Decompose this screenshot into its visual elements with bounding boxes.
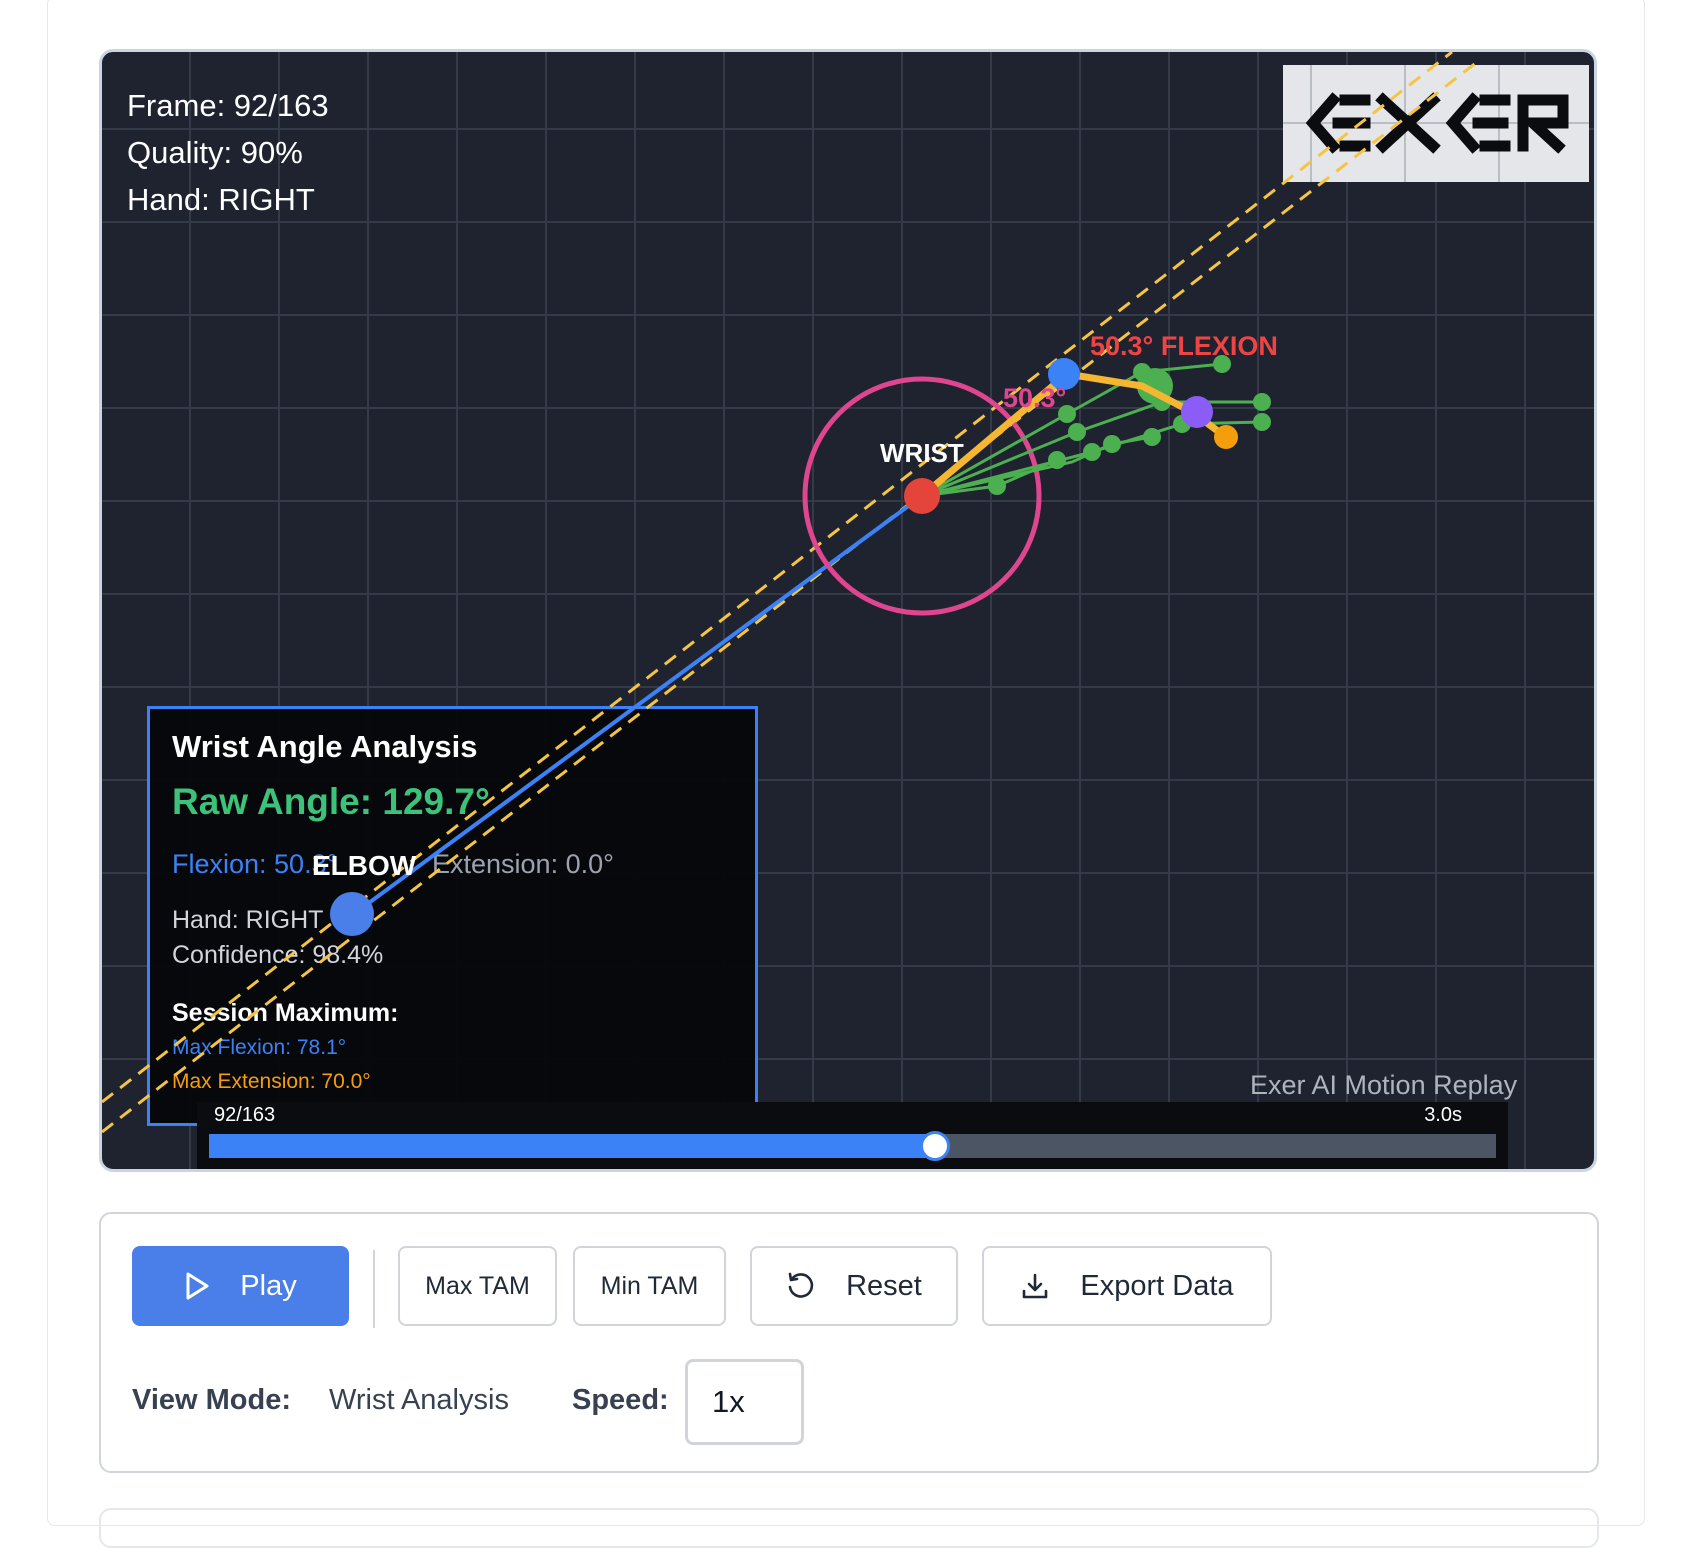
- play-button-label: Play: [240, 1269, 297, 1302]
- timeline-frame-label: 92/163: [214, 1104, 276, 1126]
- timeline-time-label: 3.0s: [1424, 1104, 1462, 1126]
- timeline-progress: [209, 1134, 936, 1158]
- view-mode-label: View Mode:: [132, 1384, 291, 1416]
- reset-button-label: Reset: [846, 1269, 922, 1302]
- flexion-value: Flexion: 50.3°: [172, 849, 338, 879]
- speed-select[interactable]: 1x: [685, 1359, 804, 1445]
- reset-icon: [786, 1271, 816, 1301]
- max-tam-label: Max TAM: [425, 1271, 530, 1300]
- hand-indicator: Hand: RIGHT: [127, 182, 315, 217]
- export-data-button[interactable]: Export Data: [982, 1246, 1272, 1326]
- exer-logo-mark: [1283, 65, 1589, 182]
- reset-button[interactable]: Reset: [750, 1246, 958, 1326]
- next-section-card: [99, 1508, 1599, 1548]
- max-flexion-value: Max Flexion: 78.1°: [172, 1036, 347, 1059]
- timeline-scrubber-handle[interactable]: [920, 1131, 951, 1161]
- confidence-value: Confidence: 98.4%: [172, 941, 384, 969]
- play-button[interactable]: Play: [132, 1246, 349, 1326]
- quality-indicator: Quality: 90%: [127, 135, 303, 170]
- timeline-track[interactable]: [209, 1131, 1496, 1161]
- export-data-label: Export Data: [1080, 1269, 1234, 1302]
- wrist-analysis-panel: Wrist Angle Analysis Raw Angle: 129.7° F…: [147, 706, 758, 1126]
- motion-replay-viewer: Frame: 92/163 Quality: 90% Hand: RIGHT W…: [99, 49, 1597, 1172]
- view-mode-value[interactable]: Wrist Analysis: [329, 1384, 509, 1416]
- exer-logo: [1283, 65, 1589, 182]
- playback-controls: Play Max TAM Min TAM Reset Export Data V…: [99, 1212, 1599, 1473]
- speed-label: Speed:: [572, 1384, 669, 1416]
- play-icon: [184, 1271, 210, 1301]
- hand-value: Hand: RIGHT: [172, 906, 324, 934]
- session-maximum-title: Session Maximum:: [172, 999, 399, 1027]
- raw-angle: Raw Angle: 129.7°: [172, 781, 490, 822]
- frame-counter: Frame: 92/163: [127, 88, 329, 123]
- timeline[interactable]: 92/163 3.0s: [197, 1102, 1508, 1169]
- analysis-title: Wrist Angle Analysis: [172, 729, 478, 764]
- extension-value: Extension: 0.0°: [432, 849, 614, 879]
- download-icon: [1020, 1271, 1050, 1301]
- min-tam-button[interactable]: Min TAM: [573, 1246, 726, 1326]
- min-tam-label: Min TAM: [600, 1271, 699, 1300]
- max-extension-value: Max Extension: 70.0°: [172, 1070, 371, 1093]
- frame-info: Frame: 92/163 Quality: 90% Hand: RIGHT: [127, 82, 329, 223]
- replay-watermark: Exer AI Motion Replay: [1250, 1070, 1518, 1100]
- controls-divider: [373, 1250, 375, 1328]
- max-tam-button[interactable]: Max TAM: [398, 1246, 557, 1326]
